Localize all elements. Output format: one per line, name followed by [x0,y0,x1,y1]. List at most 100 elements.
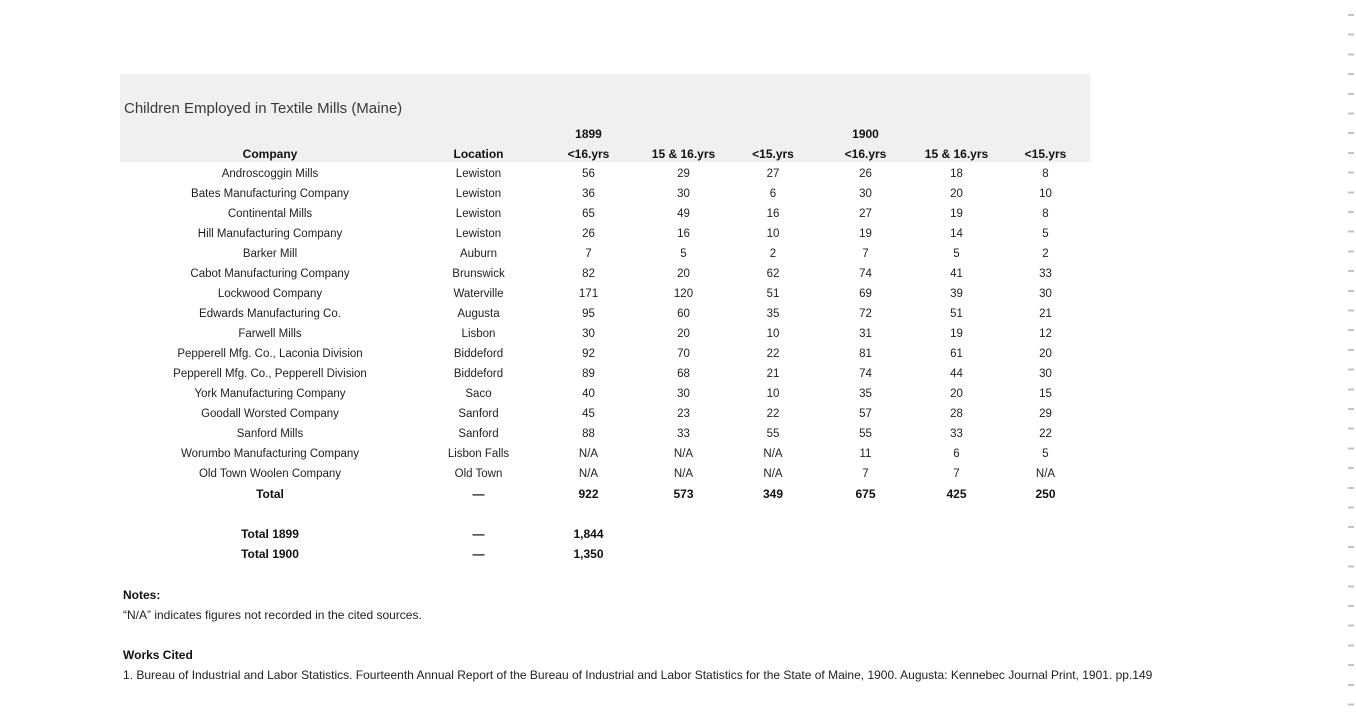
value-cell-1899-under16: 26 [582,228,595,240]
value-cell-1899-under16: 89 [582,368,595,380]
value-cell-1900-under16: 57 [859,408,872,420]
page-break-dashes [1348,4,1354,715]
value-cell-1900-under15: 5 [1042,228,1049,240]
value-cell-1900-15and16: 14 [950,228,963,240]
company-cell: Cabot Manufacturing Company [190,268,350,280]
summary-1899-label: Total 1899 [241,527,299,541]
summary-row-1899: Total 1899 — 1,844 [120,524,1090,544]
value-cell-1900-under16: 35 [859,388,872,400]
value-cell-1899-under16: 95 [582,308,595,320]
value-cell-1900-under15: 12 [1039,328,1052,340]
company-cell: Hill Manufacturing Company [197,228,343,240]
table-row: Continental Mills Lewiston 65 49 16 27 1… [120,204,1090,224]
value-cell-1899-under16: 82 [582,268,595,280]
company-cell: York Manufacturing Company [194,388,346,400]
value-cell-1900-under16: 55 [859,428,872,440]
value-cell-1900-under15: 22 [1039,428,1052,440]
company-cell: Pepperell Mfg. Co., Pepperell Division [173,368,367,380]
value-cell-1900-15and16: 28 [950,408,963,420]
value-cell-1899-15and16: 30 [677,188,690,200]
column-header-1899-15and16: 15 & 16.yrs [651,147,716,161]
value-cell-1900-15and16: 39 [950,288,963,300]
company-cell: Continental Mills [227,208,313,220]
total-1900-under16: 675 [855,487,876,501]
column-header-location: Location [453,147,504,161]
value-cell-1899-15and16: 68 [677,368,690,380]
location-cell: Lisbon Falls [447,448,510,460]
location-cell: Lewiston [455,188,502,200]
value-cell-1899-under16: 40 [582,388,595,400]
company-cell: Goodall Worsted Company [201,408,339,420]
table-region: Children Employed in Textile Mills (Main… [120,74,1110,564]
value-cell-1899-15and16: 49 [677,208,690,220]
table-row: Sanford Mills Sanford 88 33 55 55 33 22 [120,424,1090,444]
company-cell: Edwards Manufacturing Co. [199,308,341,320]
value-cell-1900-under16: 27 [859,208,872,220]
summary-row-1900: Total 1900 — 1,350 [120,544,1090,564]
location-cell: Waterville [453,288,504,300]
value-cell-1899-15and16: 120 [673,288,694,300]
total-1899-under15: 349 [762,487,784,501]
table-row: Pepperell Mfg. Co., Laconia Division Bid… [120,344,1090,364]
value-cell-1899-15and16: 20 [677,328,690,340]
works-cited-item: 1. Bureau of Industrial and Labor Statis… [123,668,1153,682]
value-cell-1900-under15: 33 [1039,268,1052,280]
value-cell-1899-under15: 27 [766,168,780,180]
value-cell-1899-under15: 22 [766,408,780,420]
company-cell: Lockwood Company [217,288,323,300]
value-cell-1900-under16: 26 [859,168,872,180]
value-cell-1900-under15: 30 [1039,368,1052,380]
value-cell-1900-under16: 30 [859,188,872,200]
header-background-band [120,74,1090,162]
value-cell-1900-under16: 74 [859,368,872,380]
value-cell-1900-under15: 8 [1042,168,1049,180]
table-row: Bates Manufacturing Company Lewiston 36 … [120,184,1090,204]
value-cell-1900-15and16: 5 [953,248,960,260]
value-cell-1900-under16: 81 [859,348,872,360]
location-cell: Biddeford [453,368,504,380]
total-1900-15and16: 425 [946,487,967,501]
summary-1900-dash: — [472,547,485,561]
value-cell-1899-under15: 6 [769,188,777,200]
value-cell-1899-under16: 65 [582,208,595,220]
table-row: Worumbo Manufacturing Company Lisbon Fal… [120,444,1090,464]
value-cell-1900-15and16: 7 [953,468,960,480]
value-cell-1899-15and16: 70 [677,348,690,360]
company-cell: Worumbo Manufacturing Company [180,448,360,460]
company-cell: Sanford Mills [236,428,304,440]
value-cell-1900-under15: 15 [1039,388,1052,400]
value-cell-1900-under16: 72 [859,308,872,320]
table-row: York Manufacturing Company Saco 40 30 10… [120,384,1090,404]
value-cell-1899-under15: 35 [766,308,780,320]
value-cell-1899-15and16: 30 [677,388,690,400]
value-cell-1899-under16: 92 [582,348,595,360]
column-header-1900-under16: <16.yrs [844,147,887,161]
summary-1899-value: 1,844 [573,527,604,541]
value-cell-1900-15and16: 41 [950,268,963,280]
value-cell-1899-15and16: 33 [677,428,690,440]
notes-heading: Notes: [123,588,161,602]
company-cell: Old Town Woolen Company [198,468,342,480]
value-cell-1900-under16: 31 [859,328,872,340]
total-label: Total [256,487,284,501]
table-row: Pepperell Mfg. Co., Pepperell Division B… [120,364,1090,384]
summary-1900-value: 1,350 [573,547,604,561]
value-cell-1900-under16: 7 [862,468,869,480]
value-cell-1899-under16: 171 [578,288,599,300]
value-cell-1899-under15: N/A [763,448,783,460]
value-cell-1899-15and16: N/A [673,468,694,480]
year-group-1900: 1900 [852,127,879,141]
value-cell-1899-under15: 62 [766,268,780,280]
value-cell-1900-under16: 74 [859,268,872,280]
value-cell-1900-under16: 7 [862,248,869,260]
value-cell-1899-under15: N/A [763,468,783,480]
value-cell-1900-15and16: 6 [953,448,960,460]
location-cell: Sanford [458,428,499,440]
company-cell: Barker Mill [242,248,298,260]
table-row: Hill Manufacturing Company Lewiston 26 1… [120,224,1090,244]
value-cell-1899-under15: 16 [766,208,780,220]
value-cell-1899-under16: 36 [582,188,595,200]
value-cell-1900-15and16: 19 [950,208,963,220]
value-cell-1899-15and16: 60 [677,308,690,320]
value-cell-1900-under15: 10 [1039,188,1052,200]
